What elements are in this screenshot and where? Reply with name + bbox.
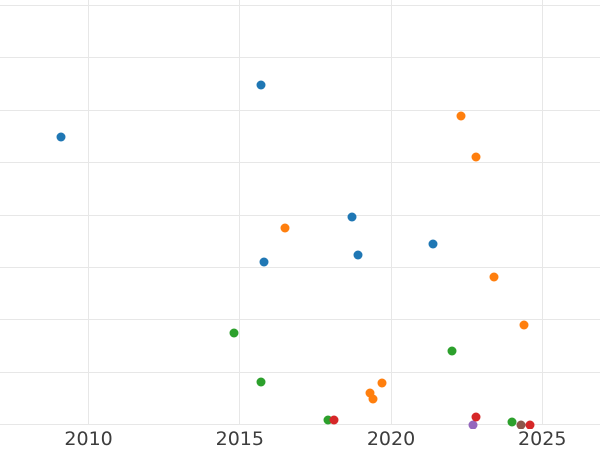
scatter-point-orange xyxy=(377,378,387,388)
scatter-point-blue xyxy=(256,80,266,90)
scatter-point-red xyxy=(525,420,535,429)
x-tick-label: 2010 xyxy=(64,428,113,450)
x-tick-label: 2025 xyxy=(518,428,567,450)
scatter-point-orange xyxy=(456,111,466,121)
scatter-point-brown xyxy=(516,420,526,429)
x-axis-tick-labels: 2010 2015 2020 2025 xyxy=(0,428,600,450)
vertical-gridline xyxy=(541,0,543,425)
horizontal-gridline xyxy=(0,266,600,268)
horizontal-gridline xyxy=(0,214,600,216)
scatter-point-orange xyxy=(519,320,529,330)
scatter-point-green xyxy=(507,417,517,427)
vertical-gridline xyxy=(88,0,90,425)
scatter-point-green xyxy=(323,415,333,425)
scatter-point-orange xyxy=(365,388,375,398)
horizontal-gridline xyxy=(0,4,600,6)
scatter-point-orange xyxy=(489,272,499,282)
scatter-point-blue xyxy=(259,257,269,267)
scatter-point-green xyxy=(229,328,239,338)
scatter-point-blue xyxy=(56,132,66,142)
scatter-point-blue xyxy=(428,239,438,249)
horizontal-gridline xyxy=(0,109,600,111)
horizontal-gridline xyxy=(0,57,600,59)
horizontal-gridline xyxy=(0,162,600,164)
scatter-point-green xyxy=(256,377,266,387)
horizontal-gridline xyxy=(0,371,600,373)
plot-area xyxy=(0,0,600,429)
x-tick-label: 2020 xyxy=(366,428,416,450)
scatter-point-orange xyxy=(471,152,481,162)
scatter-point-purple xyxy=(468,420,478,429)
scatter-point-blue xyxy=(347,212,357,222)
scatter-point-orange xyxy=(368,394,378,404)
vertical-gridline xyxy=(390,0,392,425)
scatter-point-red xyxy=(329,415,339,425)
scatter-point-green xyxy=(447,346,456,356)
vertical-gridline xyxy=(239,0,241,425)
scatter-point-orange xyxy=(280,223,290,233)
horizontal-gridline xyxy=(0,319,600,321)
horizontal-gridline xyxy=(0,424,600,426)
scatter-point-red xyxy=(471,412,481,422)
scatter-point-blue xyxy=(353,250,363,260)
x-tick-label: 2015 xyxy=(215,428,264,450)
